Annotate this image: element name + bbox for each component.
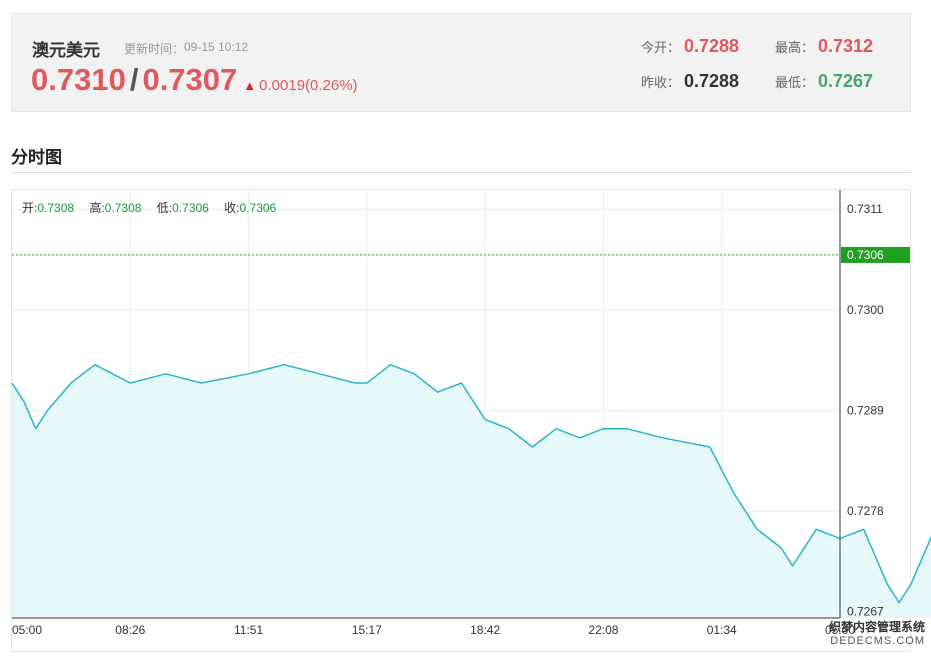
price-separator: / (129, 62, 139, 97)
ohlc-close-value: 0.7306 (239, 201, 277, 215)
chart-frame[interactable] (11, 189, 911, 652)
stat-prev-close-value: 0.7288 (684, 71, 740, 91)
watermark: 织梦内容管理系统 DEDECMS.COM (829, 618, 925, 647)
update-time: 09-15 10:12 (184, 40, 249, 54)
ohlc-low-value: 0.7306 (172, 201, 209, 215)
stat-low-label: 最低： (775, 75, 815, 90)
stat-high-value: 0.7312 (818, 36, 874, 56)
quote-header: 澳元美元 更新时间： 09-15 10:12 0.7310 / 0.7307 ▲… (11, 13, 911, 112)
watermark-line1: 织梦内容管理系统 (828, 620, 925, 634)
price-row: 0.7310 / 0.7307 ▲ 0.0019(0.26%) (31, 62, 358, 102)
ohlc-low-label: 低: (156, 201, 173, 215)
stat-open: 今开： 0.7288 (641, 36, 739, 57)
ohlc-high-value: 0.7308 (104, 201, 142, 215)
ohlc-close-label: 收: (224, 201, 240, 215)
arrow-up-icon: ▲ (243, 78, 257, 93)
section-divider (11, 172, 911, 173)
ohlc-open-label: 开: (22, 201, 38, 215)
ask-price: 0.7307 (142, 62, 238, 97)
stat-low-value: 0.7267 (818, 71, 874, 91)
stat-prev-close-label: 昨收： (641, 75, 681, 90)
ohlc-open-value: 0.7308 (37, 201, 75, 215)
stat-high-label: 最高： (775, 40, 815, 55)
watermark-line2: DEDECMS.COM (830, 635, 925, 647)
section-title: 分时图 (11, 148, 62, 167)
stat-high: 最高： 0.7312 (775, 36, 873, 57)
stat-prev-close: 昨收： 0.7288 (641, 71, 739, 92)
stat-low: 最低： 0.7267 (775, 71, 873, 92)
stat-open-label: 今开： (641, 40, 681, 55)
update-time-label: 更新时间： (124, 42, 185, 56)
price-change: 0.0019(0.26%) (259, 77, 358, 94)
ohlc-high-label: 高: (89, 201, 105, 215)
bid-price: 0.7310 (31, 62, 126, 97)
stat-open-value: 0.7288 (684, 36, 740, 56)
ohlc-readout: 开:0.7308 高:0.7308 低:0.7306 收:0.7306 (22, 199, 288, 216)
instrument-name: 澳元美元 (32, 41, 100, 60)
